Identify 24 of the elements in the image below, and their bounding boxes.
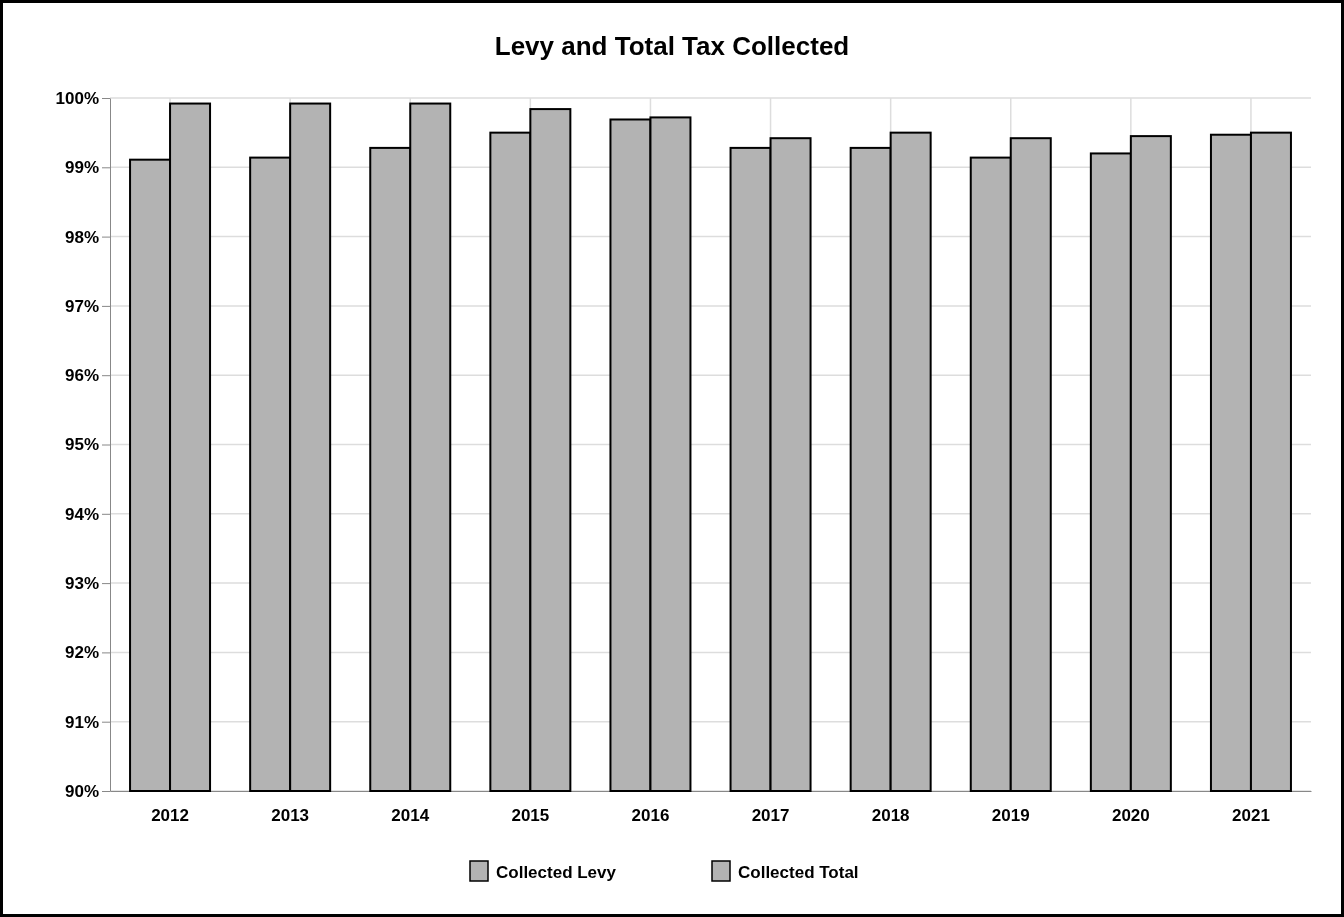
legend-label: Collected Levy bbox=[496, 863, 617, 882]
y-tick-label: 94% bbox=[64, 504, 99, 524]
chart-title: Levy and Total Tax Collected bbox=[494, 31, 850, 61]
x-tick-label: 2018 bbox=[871, 806, 910, 826]
x-tick-label: 2013 bbox=[271, 806, 310, 826]
y-tick-label: 96% bbox=[64, 366, 99, 386]
y-tick-label: 90% bbox=[64, 781, 99, 801]
x-tick-label: 2012 bbox=[151, 806, 189, 826]
y-tick-label: 95% bbox=[64, 435, 99, 455]
x-tick-label: 2020 bbox=[1111, 806, 1150, 826]
x-tick-label: 2014 bbox=[391, 806, 430, 826]
x-tick-label: 2019 bbox=[991, 806, 1030, 826]
x-tick-label: 2015 bbox=[511, 806, 550, 826]
y-tick-label: 100% bbox=[55, 88, 99, 108]
x-tick-label: 2021 bbox=[1232, 806, 1270, 826]
y-tick-label: 97% bbox=[64, 296, 99, 316]
y-tick-label: 92% bbox=[64, 643, 99, 663]
y-tick-label: 93% bbox=[64, 574, 99, 594]
legend-label: Collected Total bbox=[738, 863, 859, 882]
x-tick-label: 2016 bbox=[631, 806, 670, 826]
y-tick-label: 98% bbox=[64, 227, 99, 247]
x-tick-label: 2017 bbox=[751, 806, 790, 826]
y-tick-label: 91% bbox=[64, 712, 99, 732]
y-tick-label: 99% bbox=[64, 158, 99, 178]
